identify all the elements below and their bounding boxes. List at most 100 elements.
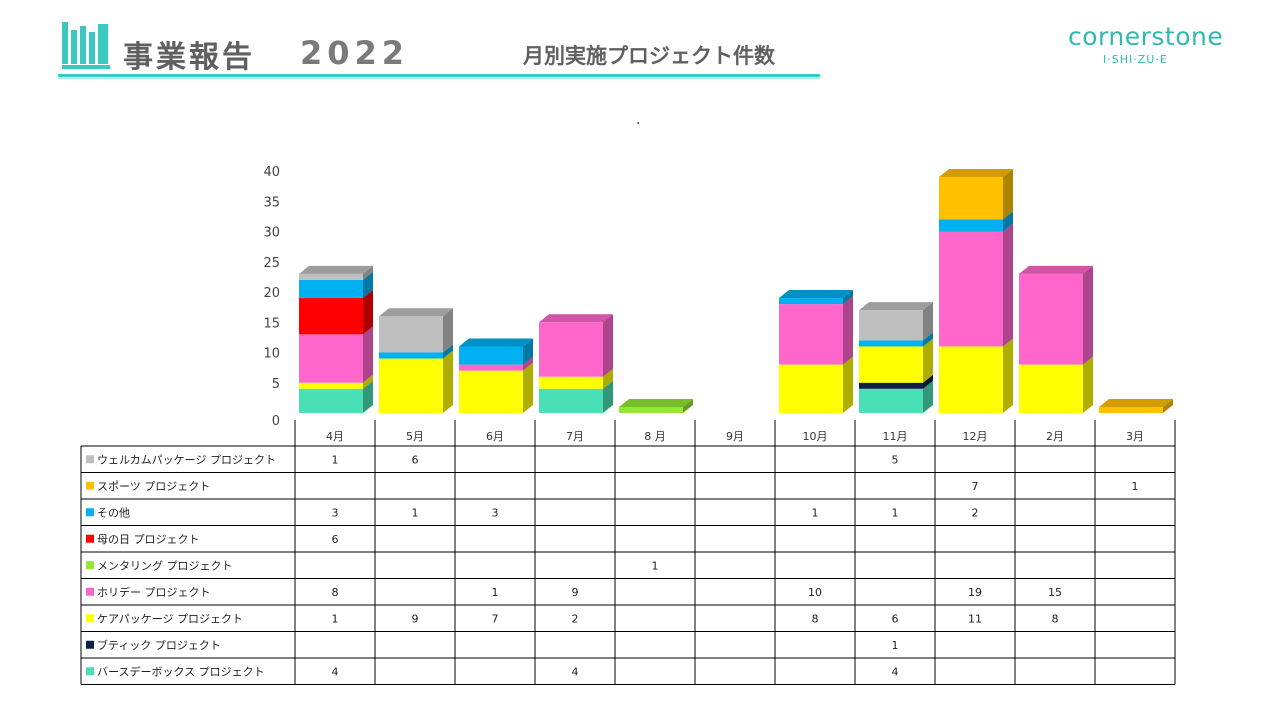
data-cell: 8: [332, 586, 339, 599]
bar-segment-side: [923, 374, 933, 389]
bar-segment: [1019, 273, 1083, 365]
data-cell: 1: [892, 639, 899, 652]
bar-segment-top: [539, 314, 613, 323]
bar-segment-side: [683, 398, 693, 413]
bar-segment: [1099, 406, 1163, 413]
category-label: 3月: [1126, 430, 1144, 443]
data-cell: 7: [492, 612, 499, 625]
header-underline: [58, 74, 820, 77]
data-cell: 1: [412, 506, 419, 519]
bar-segment-side: [1003, 211, 1013, 232]
bar-segment: [539, 376, 603, 389]
legend-key: [86, 667, 94, 676]
bar-segment-side: [363, 326, 373, 383]
data-cell: 7: [972, 480, 979, 493]
bookshelf-logo-icon: [62, 22, 110, 69]
bar-segment-side: [1003, 338, 1013, 413]
data-cell: 2: [572, 612, 579, 625]
bar-segment: [1019, 364, 1083, 413]
series-name: メンタリング プロジェクト: [97, 558, 233, 572]
data-cell: 1: [332, 453, 339, 466]
bar-segment-side: [923, 380, 933, 413]
bar-segment: [619, 406, 683, 413]
bar-segment-top: [1019, 265, 1093, 274]
category-label: 2月: [1046, 430, 1064, 443]
y-tick-label: 15: [263, 316, 280, 331]
bar-segment-side: [923, 332, 933, 347]
series-name: ウェルカムパッケージ プロジェクト: [97, 453, 276, 466]
category-label: 7月: [566, 430, 584, 443]
data-cell: 19: [968, 586, 982, 599]
category-label: 11月: [883, 430, 908, 443]
bar-segment-side: [523, 362, 533, 413]
bar-segment: [939, 231, 1003, 347]
bar-segment-side: [843, 356, 853, 413]
category-label: 9月: [726, 430, 744, 443]
bar-segment: [299, 279, 363, 299]
data-cell: 3: [332, 506, 339, 519]
bar-segment-top: [939, 169, 1013, 178]
data-cell: 1: [812, 506, 819, 519]
series-name: ホリデー プロジェクト: [97, 585, 211, 599]
brand-logo: cornerstone: [1068, 22, 1224, 51]
category-label: 5月: [406, 430, 424, 443]
bar-segment-side: [443, 350, 453, 413]
page-title: 事業報告: [123, 40, 255, 75]
data-cell: 3: [492, 506, 499, 519]
legend-key: [86, 640, 94, 649]
data-cell: 10: [808, 586, 822, 599]
data-cell: 8: [812, 612, 819, 625]
y-tick-label: 30: [263, 226, 280, 241]
series-name: ブティック プロジェクト: [97, 638, 221, 652]
bar-segment-side: [603, 368, 613, 389]
bar-segment: [779, 304, 843, 365]
bar-segment-top: [859, 302, 933, 311]
bar-segment-side: [363, 265, 373, 280]
bar-segment: [379, 352, 443, 359]
data-cell: 1: [492, 586, 499, 599]
series-name: 母の日 プロジェクト: [97, 533, 200, 546]
series-name: その他: [97, 506, 130, 519]
y-tick-label: 5: [272, 377, 280, 392]
legend-key: [86, 561, 94, 570]
data-cell: 2: [972, 506, 979, 519]
bar-segment-side: [1083, 265, 1093, 365]
category-label: 8 月: [644, 430, 666, 443]
bar-segment: [859, 340, 923, 347]
bar-segment-side: [923, 338, 933, 383]
data-cell: 15: [1048, 586, 1062, 599]
data-cell: 1: [892, 506, 899, 519]
bar-segment-side: [363, 290, 373, 335]
bar-segment: [539, 322, 603, 377]
bar-segment-side: [603, 314, 613, 377]
bar-segment-side: [443, 344, 453, 359]
bar-segment: [939, 177, 1003, 220]
bar-segment: [939, 219, 1003, 232]
chart-title-dot: .: [636, 112, 641, 128]
series-name: バースデーボックス プロジェクト: [97, 664, 265, 678]
data-cell: 11: [968, 612, 982, 625]
bar-segment-side: [843, 290, 853, 305]
bar-segment: [859, 310, 923, 341]
brand-tagline: I·SHI·ZU·E: [1103, 53, 1168, 66]
report-year: 2022: [300, 34, 410, 72]
series-name: スポーツ プロジェクト: [97, 480, 210, 493]
bar-segment-side: [843, 296, 853, 365]
legend-key: [86, 587, 94, 596]
bar-segment-side: [1083, 356, 1093, 413]
data-cell: 1: [332, 612, 339, 625]
bar-segment-side: [363, 374, 373, 389]
data-cell: 4: [572, 665, 579, 678]
bar-segment: [539, 388, 603, 413]
legend-key: [86, 481, 94, 490]
data-cell: 4: [892, 665, 899, 678]
bar-segment-side: [523, 356, 533, 371]
bar-segment: [939, 346, 1003, 413]
data-cell: 4: [332, 665, 339, 678]
bar-segment-side: [603, 380, 613, 413]
y-tick-label: 0: [272, 414, 280, 429]
bar-segment-top: [459, 338, 533, 347]
data-cell: 6: [892, 612, 899, 625]
header-underline-shadow: [58, 78, 820, 79]
